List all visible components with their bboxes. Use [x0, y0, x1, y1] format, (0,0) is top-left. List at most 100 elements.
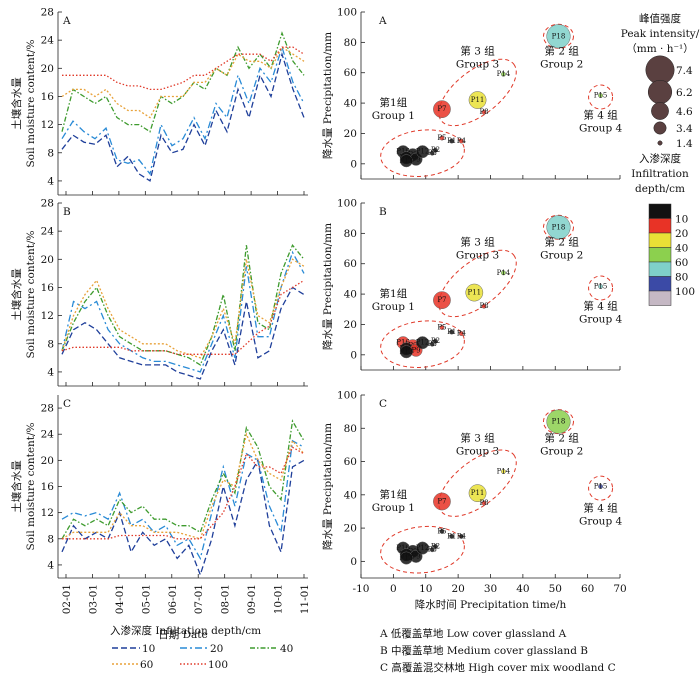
series-line-100 [62, 46, 305, 91]
y-axis-title-en: Soil moisture content/% [25, 230, 37, 358]
bubble-label-p15: P15 [594, 92, 608, 100]
bubble-p13 [399, 154, 413, 168]
bubble-p7 [433, 100, 451, 119]
group-3-label-en: Group 3 [456, 446, 499, 458]
group-2-label-cn: 第 2 组 [545, 236, 580, 249]
color-legend-label: 80 [675, 272, 688, 284]
bubble-label-p16: P16 [396, 544, 410, 552]
size-legend-unit: （mm · h⁻¹） [626, 43, 693, 55]
color-legend-swatch [648, 290, 672, 306]
size-legend-value: 3.4 [676, 123, 693, 135]
color-legend-swatch [648, 261, 672, 277]
bubble-p11 [465, 283, 484, 302]
group-1-ellipse [380, 320, 465, 368]
y-tick-label: 12 [41, 310, 54, 322]
y-axis-title-cn: 土壤含水量 [10, 77, 23, 130]
group-3-ellipse [438, 58, 517, 127]
x-tick-label: -10 [353, 583, 370, 595]
bubble-p15 [598, 484, 604, 489]
bubble-label-p2: P2 [431, 542, 440, 550]
bubble-label-p16: P16 [396, 148, 410, 156]
x-tick-label: 07-01 [193, 584, 205, 614]
bubble-p15 [598, 284, 604, 289]
y-axis-title: 降水量 Precipitation/mm [321, 423, 334, 550]
bubble-label-p13: P13 [400, 157, 414, 165]
group-3-label-cn: 第 3 组 [460, 432, 495, 445]
x-tick-label-group: 08-01 [220, 584, 232, 614]
y-tick-label: 8 [47, 338, 54, 350]
x-tick-label: 20 [451, 583, 464, 595]
y-tick-label: 24 [41, 226, 55, 238]
group-4-label-en: Group 4 [579, 515, 623, 527]
legend-label-20: 20 [210, 643, 223, 655]
group-4-ellipse [588, 475, 614, 501]
y-tick-label: 4 [47, 175, 54, 187]
color-legend-swatch [648, 247, 672, 263]
panel-label: B [379, 206, 387, 218]
y-axis-title-en: Soil moisture content/% [25, 422, 37, 550]
y-tick-label: 100 [337, 7, 357, 19]
group-1-ellipse [380, 525, 465, 574]
bubble-label-p13: P13 [400, 348, 414, 356]
bubble-p5 [439, 528, 445, 534]
x-tick-label-group: 06-01 [167, 584, 179, 614]
size-legend-value: 6.2 [676, 87, 693, 99]
x-tick-label: 0 [390, 583, 397, 595]
bubble-p7 [433, 291, 451, 310]
moisture-panel-a: 4 8 12 16 20 24 28 A 土壤含水量 Soil moisture content/… [10, 7, 308, 196]
series-line-40 [61, 419, 305, 540]
moisture-panel-b: 4 8 12 16 20 24 28 B 土壤含水量 Soil moisture content/… [10, 198, 308, 387]
bubble-p8 [481, 303, 487, 309]
series-line-60 [61, 258, 305, 359]
bubble-label-p1: P1 [447, 532, 456, 540]
bubble-label-p3: P3 [428, 546, 437, 554]
group-3-ellipse [438, 249, 517, 318]
bubble-p11 [468, 484, 487, 503]
size-legend-bubble [653, 121, 667, 135]
y-tick-label: 4 [47, 559, 54, 571]
legend-label-40: 40 [280, 643, 293, 655]
legend-label-100: 100 [208, 659, 228, 671]
group-2-label-en: Group 2 [540, 446, 583, 458]
y-axis-title-text: 降水量 Precipitation/mm [321, 32, 334, 159]
color-legend-label: 100 [675, 286, 695, 298]
x-tick-label: 50 [549, 583, 562, 595]
bubble-label-p9: P9 [411, 155, 420, 163]
x-tick-label: 08-01 [220, 584, 232, 614]
bubble-label-p1: P1 [447, 328, 456, 336]
x-tick-label-group: 03-01 [87, 584, 99, 614]
x-tick-label: 30 [484, 583, 497, 595]
bubble-label-p2: P2 [431, 146, 440, 154]
group-3-label-en: Group 3 [456, 250, 499, 262]
y-tick-label: 20 [344, 523, 357, 535]
group-3-ellipse [438, 449, 517, 517]
series-line-60 [61, 432, 305, 540]
x-axis-title: 降水时间 Precipitation time/h [415, 598, 567, 611]
bubble-label-p12: P12 [416, 148, 430, 156]
color-legend-label: 20 [675, 228, 688, 240]
bubble-p12 [416, 145, 429, 159]
group-4-label-en: Group 4 [579, 313, 623, 325]
x-tick-label: 40 [516, 583, 529, 595]
series-line-10 [61, 51, 305, 182]
y-tick-label: 28 [41, 7, 54, 19]
panel-label: B [63, 206, 71, 218]
color-legend-label: 40 [675, 243, 688, 255]
group-2-label-cn: 第 2 组 [545, 45, 580, 58]
bubble-p8 [481, 109, 487, 115]
y-tick-label: 20 [41, 63, 54, 75]
group-3-label-en: Group 3 [456, 59, 499, 71]
y-tick-label: 24 [41, 35, 55, 47]
bubble-label-p8: P8 [479, 108, 488, 116]
bubble-label-p18: P18 [552, 32, 566, 40]
bubble-label-p18: P18 [552, 418, 566, 426]
color-legend-swatch [648, 276, 672, 292]
size-legend-title-cn: 峰值强度 [639, 12, 681, 25]
x-tick-label: 11-01 [299, 584, 311, 614]
bubble-label-p7: P7 [437, 497, 446, 505]
group-2-label-cn: 第 2 组 [545, 432, 580, 445]
